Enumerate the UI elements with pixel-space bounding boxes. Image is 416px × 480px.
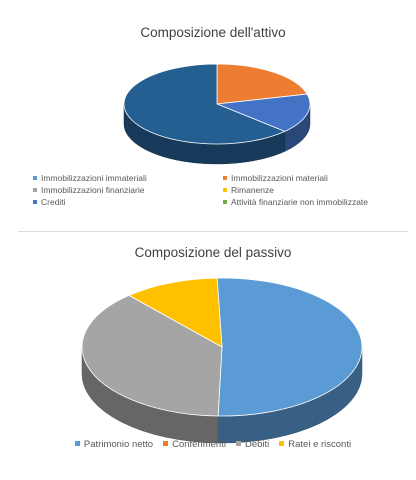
passivo-chart-panel: Composizione del passivo Patrimonio nett…: [18, 233, 408, 469]
passivo-legend-item-2: Debiti: [235, 439, 270, 450]
passivo-legend: Patrimonio netto Conferimenti Debiti Ratei …: [18, 439, 408, 450]
attivo-chart-panel: Composizione dell'attivo Immobilizzazion…: [18, 8, 408, 232]
passivo-slice-0: [216, 277, 363, 417]
passivo-chart-title: Composizione del passivo: [134, 245, 292, 260]
attivo-legend-item-3: Rimanenze: [223, 185, 274, 195]
attivo-slice-4: [216, 93, 311, 132]
attivo-legend-swatch-0: [33, 175, 37, 180]
attivo-legend-label-2: Immobilizzazioni finanziarie: [41, 185, 145, 195]
attivo-slice-1: [216, 63, 308, 105]
passivo-legend-swatch-1: [163, 440, 169, 446]
attivo-chart-title: Composizione dell'attivo: [140, 25, 286, 40]
attivo-legend-label-0: Immobilizzazioni immateriali: [41, 173, 147, 183]
attivo-legend-item-0: Immobilizzazioni immateriali: [33, 173, 147, 183]
passivo-legend-label-2: Debiti: [244, 439, 270, 450]
passivo-legend-label-1: Conferimenti: [172, 439, 226, 450]
attivo-legend-swatch-5: [223, 199, 227, 204]
passivo-slice-3: [128, 277, 223, 348]
attivo-legend-label-4: Crediti: [41, 197, 66, 207]
passivo-slice-2: [81, 294, 223, 417]
attivo-legend-item-5: Attività finanziarie non immobilizzate: [223, 197, 368, 207]
attivo-legend-swatch-1: [223, 175, 227, 180]
attivo-legend-swatch-3: [223, 187, 227, 192]
attivo-legend-item-4: Crediti: [33, 197, 66, 207]
attivo-pie-chart: [123, 63, 311, 165]
attivo-legend-swatch-2: [33, 187, 37, 192]
attivo-legend-label-3: Rimanenze: [231, 185, 274, 195]
passivo-legend-label-0: Patrimonio netto: [83, 439, 154, 450]
passivo-legend-item-3: Ratei e risconti: [279, 439, 351, 450]
attivo-legend-swatch-4: [33, 199, 37, 204]
attivo-legend-item-2: Immobilizzazioni finanziarie: [33, 185, 144, 195]
passivo-legend-swatch-3: [279, 440, 285, 446]
attivo-slice-6: [123, 63, 286, 145]
passivo-legend-swatch-2: [235, 440, 241, 446]
passivo-legend-item-0: Patrimonio netto: [74, 439, 154, 450]
passivo-legend-label-3: Ratei e risconti: [288, 439, 352, 450]
attivo-legend-label-5: Attività finanziarie non immobilizzate: [231, 197, 369, 207]
passivo-legend-swatch-0: [74, 440, 80, 446]
attivo-legend-label-1: Immobilizzazioni materiali: [231, 173, 328, 183]
passivo-legend-item-1: Conferimenti: [163, 439, 226, 450]
passivo-pie-chart: [81, 277, 363, 444]
attivo-legend-item-1: Immobilizzazioni materiali: [223, 173, 328, 183]
